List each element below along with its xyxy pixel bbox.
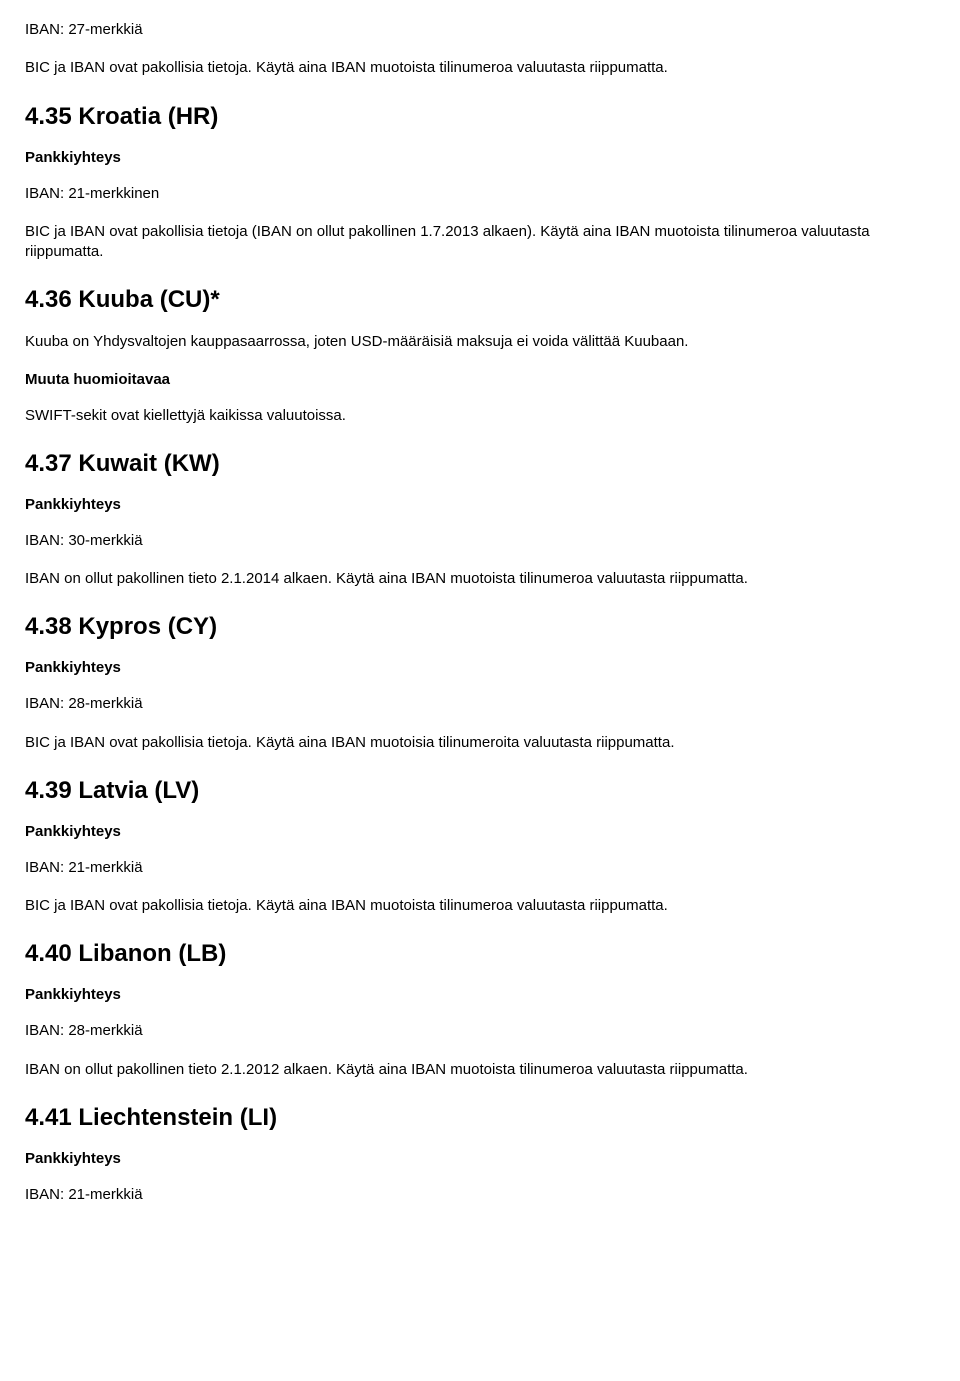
heading-kypros: 4.38 Kypros (CY) <box>25 613 935 641</box>
subheading-muuta: Muuta huomioitavaa <box>25 371 935 388</box>
subheading-pankkiyhteys: Pankkiyhteys <box>25 1150 935 1167</box>
heading-kroatia: 4.35 Kroatia (HR) <box>25 103 935 131</box>
section-note: BIC ja IBAN ovat pakollisia tietoja. Käy… <box>25 733 935 753</box>
iban-line: IBAN: 28-merkkiä <box>25 694 935 714</box>
section-note: IBAN on ollut pakollinen tieto 2.1.2012 … <box>25 1060 935 1080</box>
subheading-pankkiyhteys: Pankkiyhteys <box>25 149 935 166</box>
section-note: SWIFT-sekit ovat kiellettyjä kaikissa va… <box>25 406 935 426</box>
heading-liechtenstein: 4.41 Liechtenstein (LI) <box>25 1104 935 1132</box>
section-note: BIC ja IBAN ovat pakollisia tietoja. Käy… <box>25 896 935 916</box>
iban-line: IBAN: 27-merkkiä <box>25 20 935 40</box>
subheading-pankkiyhteys: Pankkiyhteys <box>25 496 935 513</box>
heading-kuwait: 4.37 Kuwait (KW) <box>25 450 935 478</box>
iban-line: IBAN: 21-merkkiä <box>25 858 935 878</box>
document-page: IBAN: 27-merkkiä BIC ja IBAN ovat pakoll… <box>0 0 960 1230</box>
heading-libanon: 4.40 Libanon (LB) <box>25 940 935 968</box>
iban-line: IBAN: 21-merkkinen <box>25 184 935 204</box>
heading-kuuba: 4.36 Kuuba (CU)* <box>25 286 935 314</box>
section-note: BIC ja IBAN ovat pakollisia tietoja (IBA… <box>25 222 935 263</box>
iban-line: IBAN: 21-merkkiä <box>25 1185 935 1205</box>
subheading-pankkiyhteys: Pankkiyhteys <box>25 659 935 676</box>
intro-note: BIC ja IBAN ovat pakollisia tietoja. Käy… <box>25 58 935 78</box>
section-note: IBAN on ollut pakollinen tieto 2.1.2014 … <box>25 569 935 589</box>
subheading-pankkiyhteys: Pankkiyhteys <box>25 823 935 840</box>
iban-line: IBAN: 28-merkkiä <box>25 1021 935 1041</box>
iban-line: IBAN: 30-merkkiä <box>25 531 935 551</box>
heading-latvia: 4.39 Latvia (LV) <box>25 777 935 805</box>
section-note: Kuuba on Yhdysvaltojen kauppasaarrossa, … <box>25 332 935 352</box>
subheading-pankkiyhteys: Pankkiyhteys <box>25 986 935 1003</box>
